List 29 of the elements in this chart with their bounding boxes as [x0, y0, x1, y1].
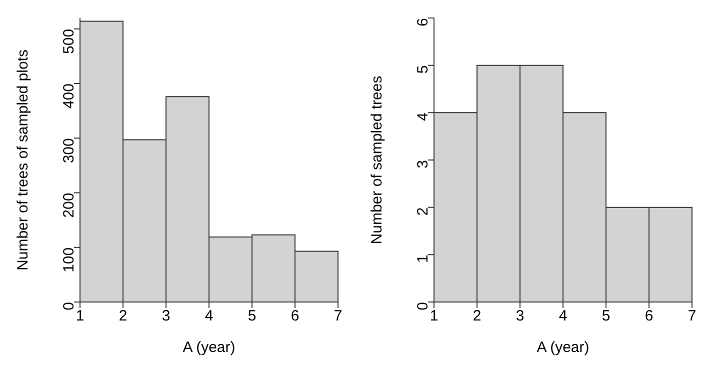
y-tick-label: 1	[414, 254, 432, 264]
x-tick-label: 3	[162, 308, 170, 325]
x-axis-title: A (year)	[182, 339, 236, 356]
y-axis-title: Number of sampled trees	[368, 76, 386, 244]
y-tick-label: 400	[60, 84, 78, 109]
x-tick-label: 6	[290, 308, 300, 325]
y-tick-label: 2	[414, 207, 432, 216]
y-tick-label: 0	[60, 302, 78, 310]
x-tick-label: 7	[688, 308, 696, 325]
y-tick-label: 300	[60, 138, 78, 164]
y-tick-label: 100	[60, 247, 78, 272]
x-tick-label: 3	[516, 308, 524, 325]
y-tick-label: 3	[414, 160, 432, 168]
x-tick-label: 4	[558, 308, 568, 325]
y-tick-label: 200	[60, 192, 78, 218]
y-tick-label: 4	[414, 112, 432, 122]
x-tick-label: 5	[248, 308, 256, 325]
x-tick-label: 2	[118, 308, 128, 325]
y-tick-label: 6	[414, 18, 432, 26]
x-tick-label: 6	[644, 308, 654, 325]
y-tick-label: 500	[60, 28, 78, 54]
x-axis-title: A (year)	[536, 339, 590, 356]
x-tick-label: 5	[602, 308, 610, 325]
x-tick-label: 2	[472, 308, 482, 325]
y-tick-label: 5	[414, 65, 432, 74]
y-axis-title: Number of trees of sampled plots	[14, 50, 32, 270]
y-tick-label: 0	[414, 302, 432, 310]
x-tick-label: 4	[204, 308, 214, 325]
x-tick-label: 7	[334, 308, 342, 325]
